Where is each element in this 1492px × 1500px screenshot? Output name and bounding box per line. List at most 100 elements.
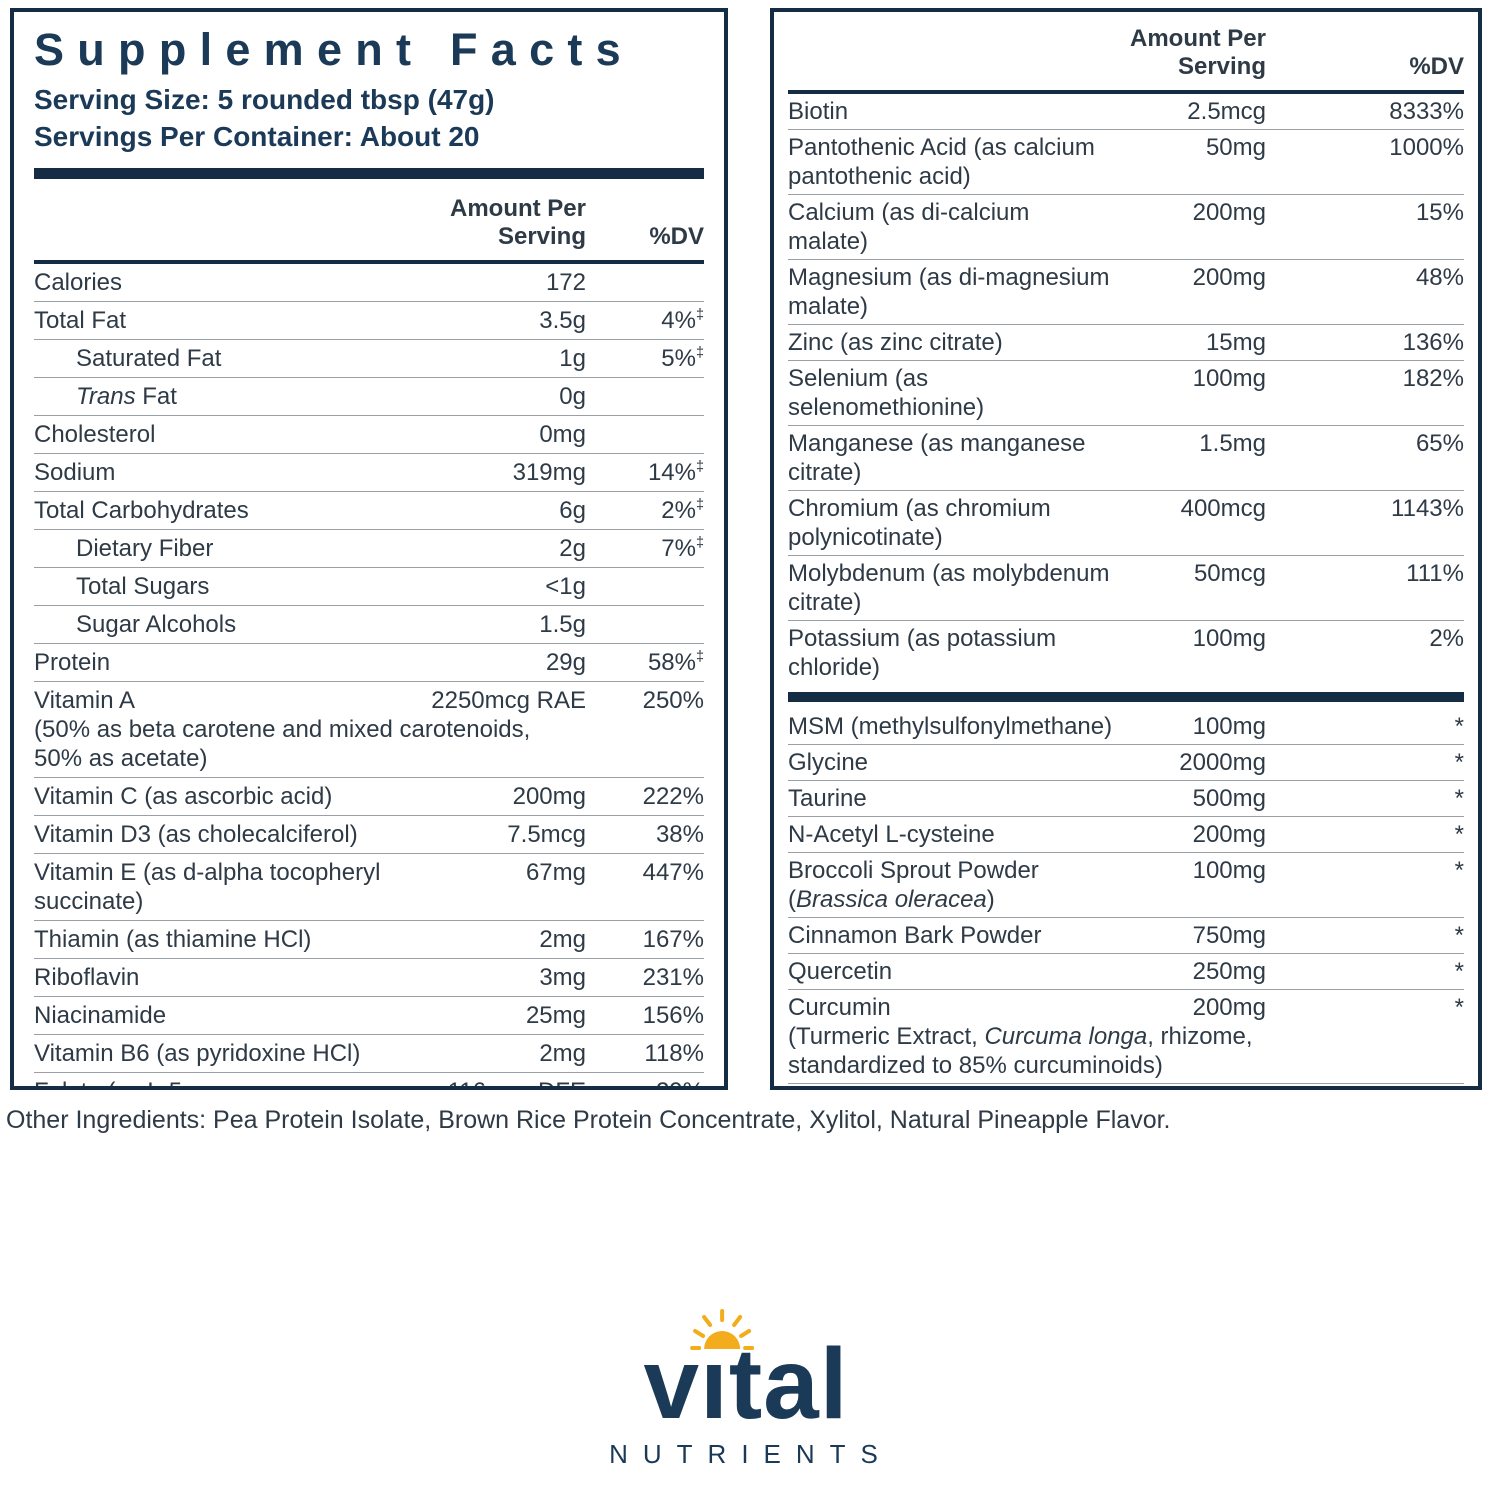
- table-row: Vitamin D3 (as cholecalciferol) 7.5mcg 38%: [34, 814, 704, 853]
- dv-cell: 111%: [1406, 560, 1464, 587]
- column-header-amount: Amount Per Serving: [449, 194, 586, 250]
- nutrient-label: Curcumin: [788, 994, 891, 1021]
- nutrient-label: Niacinamide: [34, 1001, 167, 1029]
- amount-cell: 1.5g: [539, 610, 586, 638]
- table-row: Pantothenic Acid (as calcium pantothenic…: [788, 129, 1464, 194]
- table-row: Magnesium (as di-magnesium malate) 200mg 4…: [788, 259, 1464, 324]
- supplement-facts-panel-left: Supplement Facts Serving Size: 5 rounded…: [10, 8, 728, 1090]
- amount-cell: 400mcg: [1180, 495, 1266, 522]
- dv-cell: 38%: [655, 820, 704, 848]
- table-row: Sodium 319mg 14%‡: [34, 452, 704, 491]
- table-row: Cinnamon Bark Powder 750mg *: [788, 917, 1464, 953]
- amount-cell: 1g: [559, 344, 586, 372]
- nutrient-label: Total Sugars: [76, 572, 210, 600]
- nutrient-label: Molybdenum (as molybdenum citrate): [788, 560, 1110, 616]
- amount-cell: 2mg: [539, 1039, 586, 1067]
- column-header-amount: Amount Per Serving: [1129, 25, 1266, 80]
- header-rule: [34, 259, 704, 264]
- dv-cell: 231%: [642, 963, 704, 991]
- nutrient-label: Rutin: [788, 1087, 1116, 1090]
- nutrient-label: Quercetin: [788, 958, 893, 985]
- dv-cell: *: [1454, 994, 1464, 1021]
- table-row: Rutin200mg*: [788, 1083, 1464, 1090]
- nutrition-rows-right: Biotin 2.5mcg 8333% Pantothenic Acid (as ca…: [788, 94, 1464, 1090]
- serving-size: Serving Size: 5 rounded tbsp (47g): [34, 84, 495, 115]
- column-header-row: Amount Per Serving %DV: [788, 12, 1464, 90]
- nutrient-label: Chromium (as chromium polynicotinate): [788, 495, 1051, 551]
- amount-cell: 3.5g: [539, 306, 586, 334]
- nutrient-label: Taurine: [788, 785, 867, 812]
- supplement-facts-title: Supplement Facts: [34, 24, 634, 75]
- dv-cell: *: [1454, 785, 1464, 812]
- amount-cell: 250mg: [1192, 958, 1266, 985]
- nutrient-label: Glycine: [788, 749, 869, 776]
- table-row: Total Sugars <1g: [34, 566, 704, 605]
- nutrient-label: Total Fat: [34, 306, 127, 334]
- dv-cell: 15%: [1415, 199, 1464, 226]
- dv-cell: 2%: [1429, 625, 1464, 652]
- dv-cell: 156%: [642, 1001, 704, 1029]
- nutrient-label: MSM (methylsulfonylmethane): [788, 713, 1113, 740]
- column-header-row: Amount Per Serving %DV: [34, 179, 704, 260]
- amount-cell: 200mg: [1192, 264, 1266, 291]
- nutrient-label: Potassium (as potassium chloride): [788, 625, 1057, 681]
- table-row: Total Fat 3.5g 4%‡: [34, 300, 704, 339]
- servings-per-container: Servings Per Container: About 20: [34, 120, 480, 152]
- nutrient-sublabel: (Turmeric Extract, Curcuma longa, rhizom…: [788, 1023, 1253, 1050]
- nutrient-label: Vitamin B6 (as pyridoxine HCl): [34, 1039, 361, 1067]
- table-row: Riboflavin 3mg 231%: [34, 957, 704, 996]
- dv-cell: 1000%: [1389, 134, 1464, 161]
- nutrient-label: Dietary Fiber: [76, 534, 214, 562]
- amount-cell: 100mg: [1192, 625, 1266, 652]
- nutrient-label: Biotin: [788, 98, 849, 125]
- dv-cell: 4%‡: [661, 306, 704, 334]
- amount-cell: 100mg: [1192, 857, 1266, 884]
- nutrient-label: Vitamin D3 (as cholecalciferol): [34, 820, 358, 848]
- section-divider-bar: [788, 692, 1464, 702]
- amount-cell: 7.5mcg: [507, 820, 586, 848]
- dv-cell: 29%: [586, 1077, 704, 1086]
- nutrient-sublabel: 50% as acetate): [34, 744, 208, 772]
- dv-cell: 167%: [642, 925, 704, 953]
- amount-cell: 0mg: [539, 420, 586, 448]
- amount-cell: 50mcg: [1193, 560, 1266, 587]
- dv-cell: 58%‡: [647, 648, 704, 676]
- amount-cell: 172: [545, 268, 586, 296]
- amount-cell: 750mg: [1192, 922, 1266, 949]
- nutrient-label: Magnesium (as di-magnesium malate): [788, 264, 1110, 320]
- amount-cell: 500mg: [1192, 785, 1266, 812]
- nutrient-label: Cinnamon Bark Powder: [788, 922, 1042, 949]
- dv-cell: *: [1266, 1087, 1464, 1090]
- dv-cell: *: [1454, 821, 1464, 848]
- sun-icon: [690, 1309, 755, 1350]
- table-row: MSM (methylsulfonylmethane) 100mg *: [788, 709, 1464, 744]
- table-row: Potassium (as potassium chloride) 100mg 2%: [788, 620, 1464, 685]
- nutrient-label: Zinc (as zinc citrate): [788, 329, 1003, 356]
- table-row: Protein 29g 58%‡: [34, 642, 704, 681]
- dv-cell: 7%‡: [661, 534, 704, 562]
- nutrient-label: Thiamin (as thiamine HCl): [34, 925, 312, 953]
- dv-cell: 447%: [642, 858, 704, 886]
- dv-cell: 1143%: [1391, 495, 1464, 522]
- nutrient-label: Riboflavin: [34, 963, 140, 991]
- nutrient-label: Manganese (as manganese citrate): [788, 430, 1086, 486]
- dv-cell: 136%: [1402, 329, 1464, 356]
- dv-cell: 222%: [642, 782, 704, 810]
- nutrient-label: Folate (as L-5-methyltetrahydrofolate): [34, 1077, 416, 1086]
- table-row: Saturated Fat 1g 5%‡: [34, 338, 704, 377]
- dv-cell: *: [1454, 922, 1464, 949]
- table-row: Folate (as L-5-methyltetrahydrofolate)11…: [34, 1071, 704, 1086]
- amount-cell: 3mg: [539, 963, 586, 991]
- table-row: Sugar Alcohols 1.5g: [34, 604, 704, 643]
- table-row: Vitamin E (as d-alpha tocopheryl succina…: [34, 852, 704, 920]
- amount-cell: 25mg: [525, 1001, 586, 1029]
- amount-cell: 29g: [545, 648, 586, 676]
- amount-cell: 200mg: [1192, 994, 1266, 1021]
- dv-cell: 65%: [1415, 430, 1464, 457]
- dv-cell: *: [1454, 857, 1464, 884]
- dv-cell: 48%: [1415, 264, 1464, 291]
- nutrient-label: Vitamin E (as d-alpha tocopheryl succina…: [34, 858, 381, 915]
- column-header-dv: %DV: [1409, 53, 1464, 80]
- table-row: Taurine 500mg *: [788, 780, 1464, 816]
- dv-cell: 250%: [642, 686, 704, 714]
